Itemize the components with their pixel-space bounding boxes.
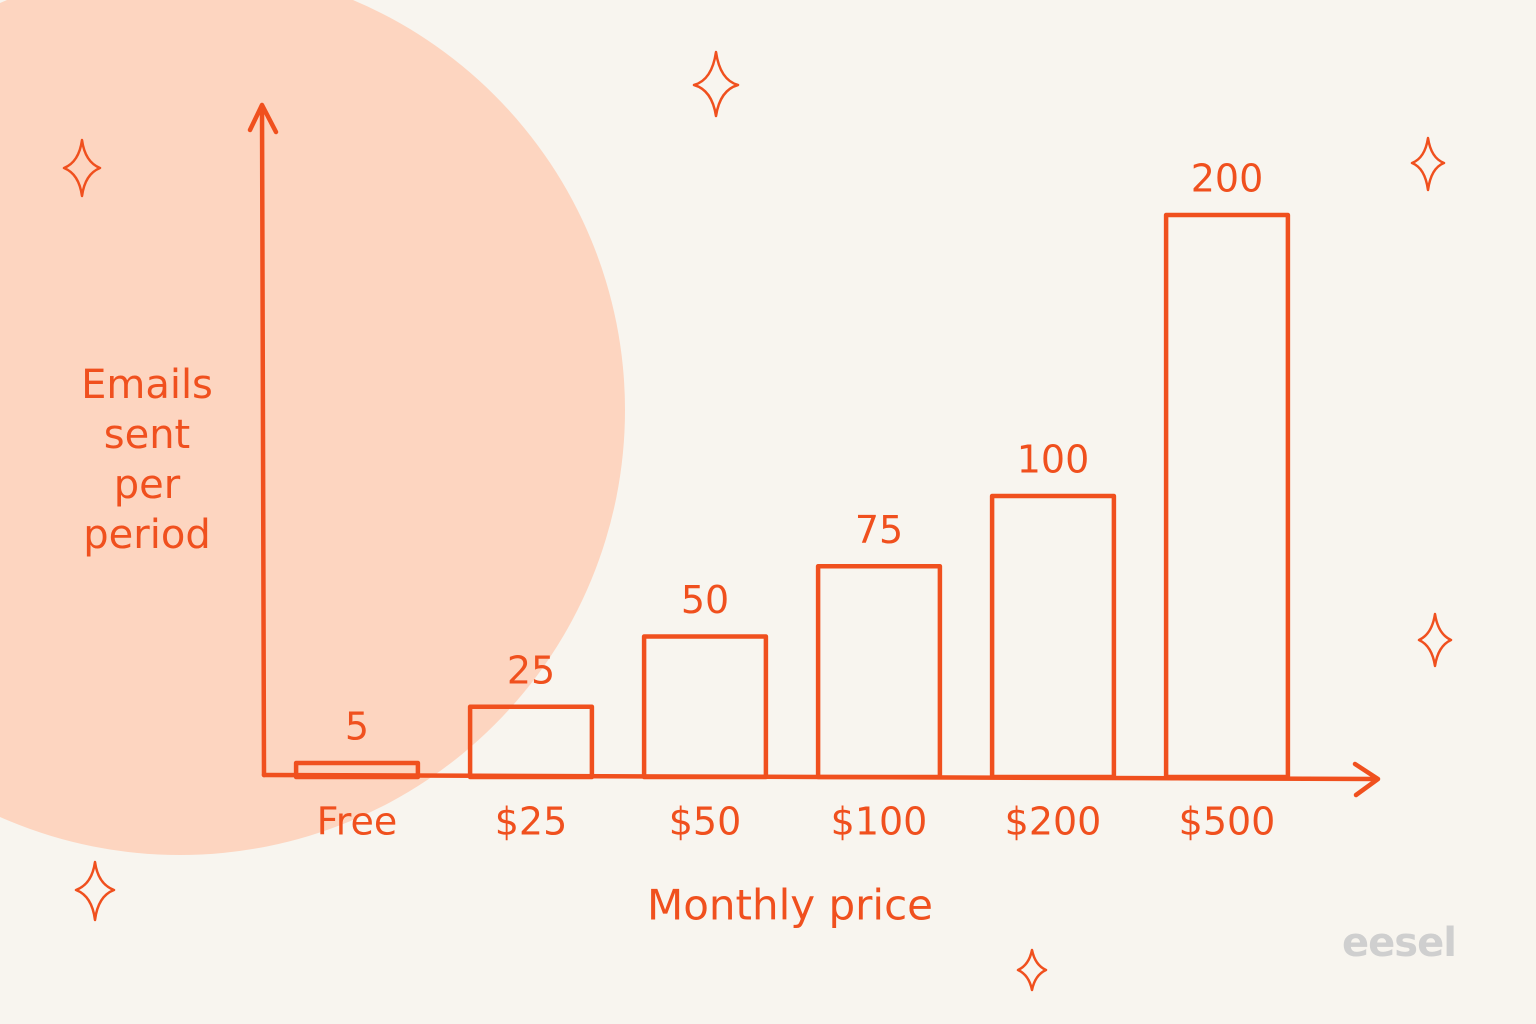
- value-label: 75: [855, 508, 903, 552]
- background-circle: [0, 0, 625, 855]
- x-tick-label: $500: [1179, 800, 1276, 844]
- x-tick-label: $50: [669, 800, 742, 844]
- y-axis-label: Emails sent per period: [81, 362, 213, 558]
- value-label: 25: [507, 648, 555, 692]
- x-tick-label: $200: [1005, 800, 1102, 844]
- bar: [815, 564, 943, 780]
- bar: [989, 493, 1117, 780]
- bar: [293, 760, 421, 780]
- bar: [641, 634, 769, 780]
- sparkles: [62, 50, 1453, 992]
- value-label: 5: [345, 704, 369, 748]
- x-tick-label: Free: [317, 800, 398, 844]
- bar: [467, 704, 595, 780]
- x-axis-label: Monthly price: [647, 881, 933, 930]
- x-tick-label: $25: [495, 800, 568, 844]
- bar: [1163, 212, 1291, 780]
- value-label: 100: [1017, 438, 1090, 482]
- value-label: 200: [1191, 157, 1264, 201]
- brand-logo: eesel: [1342, 920, 1457, 966]
- x-tick-label: $100: [831, 800, 928, 844]
- y-axis: [247, 102, 279, 778]
- value-label: 50: [681, 578, 729, 622]
